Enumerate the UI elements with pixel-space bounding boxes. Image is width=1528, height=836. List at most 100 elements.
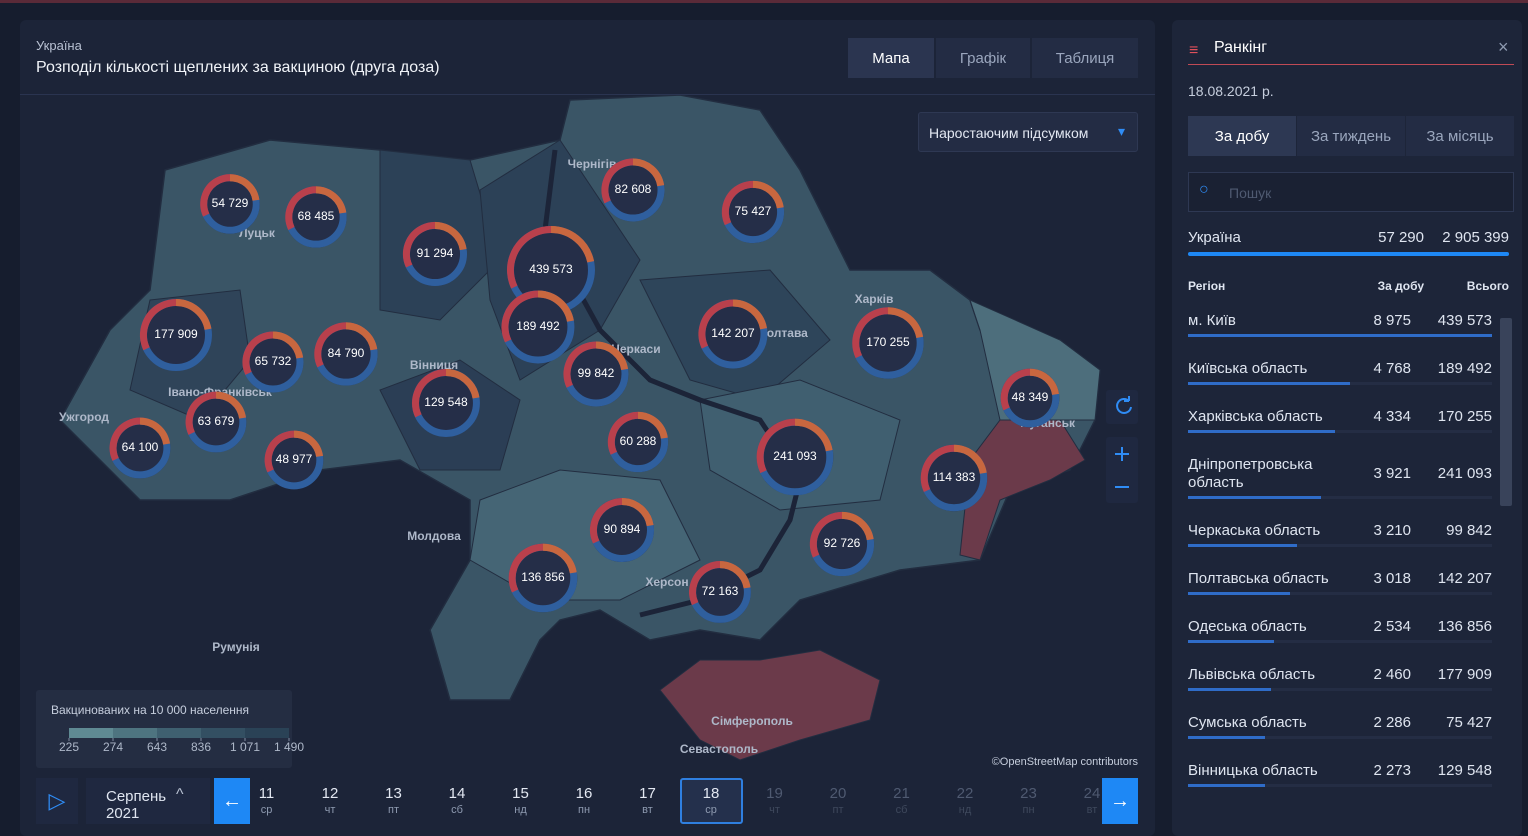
play-button[interactable]: ▷ [36, 778, 78, 824]
prev-button[interactable]: ← [214, 778, 250, 824]
day[interactable]: 21 сб [870, 778, 933, 824]
bubble: 177 909 [140, 299, 212, 371]
top-line [0, 0, 1528, 3]
ring-orange [563, 341, 629, 407]
bubble: 60 288 [607, 411, 669, 473]
weekday: ср [260, 804, 273, 816]
row-bar-track [1188, 496, 1492, 499]
day[interactable]: 20 пт [807, 778, 870, 824]
weekday: нд [958, 804, 972, 816]
tab-label: Таблиця [1055, 49, 1115, 67]
period-label: За добу [1214, 127, 1270, 145]
bubble-body [508, 543, 578, 613]
bubble-body [756, 418, 834, 496]
refresh-button[interactable] [1106, 390, 1138, 424]
bubble-body [264, 430, 324, 490]
row-bar-track [1188, 736, 1492, 739]
weekday: чт [769, 804, 780, 816]
row-total: 142 207 [1437, 570, 1492, 587]
day[interactable]: 13 пт [362, 778, 425, 824]
row-bar [1188, 544, 1297, 547]
bubble-body [1000, 368, 1060, 428]
region: Україна [36, 38, 82, 53]
legend-swatch [69, 728, 113, 738]
attribution: ©OpenStreetMap contributors [992, 756, 1139, 768]
map: Вакцинованих на 10 000 населення 225 274 6… [51, 95, 1139, 768]
bubble: 129 548 [412, 369, 480, 437]
row-bar-track [1188, 430, 1492, 433]
tab-table[interactable]: Таблиця [1032, 38, 1138, 78]
ring-orange [402, 221, 468, 287]
search[interactable]: ○ Пошук [1188, 172, 1514, 212]
ring-red [264, 430, 324, 490]
bubble-body [689, 561, 751, 623]
period-label: За тиждень [1310, 127, 1392, 145]
next-button[interactable]: → [1102, 778, 1138, 824]
bubble-body [852, 307, 924, 379]
mode-select[interactable]: Наростаючим підсумком ▾ [918, 112, 1138, 152]
bubble-body [412, 369, 480, 437]
ring-red [607, 411, 669, 473]
period-tab[interactable]: За добу [1188, 116, 1296, 156]
ring-orange [200, 174, 260, 234]
tab-chart[interactable]: Графік [936, 38, 1030, 78]
month-select[interactable]: Серпень 2021 ^ [86, 778, 210, 824]
day[interactable]: 23 пн [997, 778, 1060, 824]
tab-map[interactable]: Мапа [848, 38, 934, 78]
place-label: Сімферополь [711, 714, 793, 728]
day[interactable]: 19 чт [743, 778, 806, 824]
row-name: Львівська область [1188, 666, 1316, 683]
day[interactable]: 11 ср [235, 778, 298, 824]
period-tab[interactable]: За тиждень [1297, 116, 1405, 156]
bubble-label: 129 548 [424, 395, 468, 409]
ring-orange [607, 411, 669, 473]
day[interactable]: 18 ср [679, 778, 743, 824]
ring-red [589, 497, 655, 563]
row-bar [1188, 688, 1272, 691]
ring-orange [264, 430, 324, 490]
bubble-label: 82 608 [615, 182, 652, 196]
ring-red [920, 444, 988, 512]
day[interactable]: 16 пн [553, 778, 616, 824]
bubble-body [242, 331, 304, 393]
row-total: 439 573 [1437, 312, 1492, 329]
period-tab[interactable]: За місяць [1406, 116, 1514, 156]
ring-orange [508, 543, 578, 613]
day[interactable]: 24 вт [1061, 778, 1124, 824]
row-name: Харківська область [1188, 408, 1323, 425]
legend-tick-label: 225 [59, 740, 79, 754]
bubble-body [698, 299, 768, 369]
day-number: 15 [512, 785, 529, 802]
row-bar-track [1188, 592, 1492, 595]
day[interactable]: 14 сб [426, 778, 489, 824]
day[interactable]: 22 нд [934, 778, 997, 824]
bubble: 64 100 [109, 417, 171, 479]
day[interactable]: 17 вт [616, 778, 679, 824]
bubble-label: 92 726 [824, 536, 861, 550]
ring-red [756, 418, 834, 496]
row-bar [1188, 784, 1265, 787]
bubble-body [809, 511, 875, 577]
row-bar-track [1188, 784, 1492, 787]
ring-red [601, 158, 665, 222]
bubble: 82 608 [601, 158, 665, 222]
row-bar [1188, 430, 1335, 433]
day[interactable]: 15 нд [489, 778, 552, 824]
day[interactable]: 12 чт [299, 778, 362, 824]
zoom-in[interactable] [1115, 447, 1129, 461]
crimea [659, 649, 881, 761]
bubble-body [314, 322, 378, 386]
bubble-label: 136 856 [521, 570, 565, 584]
row-total: 170 255 [1437, 408, 1492, 425]
weekday: пт [832, 804, 844, 816]
place-label: Луцьк [239, 226, 276, 240]
bubble-body [402, 221, 468, 287]
scrollbar [1500, 318, 1512, 506]
row-bar [1188, 382, 1350, 385]
row-bar [1188, 334, 1492, 337]
bubble: 170 255 [852, 307, 924, 379]
place-label: Молдова [407, 529, 461, 543]
close-button[interactable]: × [1498, 37, 1509, 57]
ring-orange [412, 369, 480, 437]
row-daily: 2 273 [1373, 762, 1411, 779]
